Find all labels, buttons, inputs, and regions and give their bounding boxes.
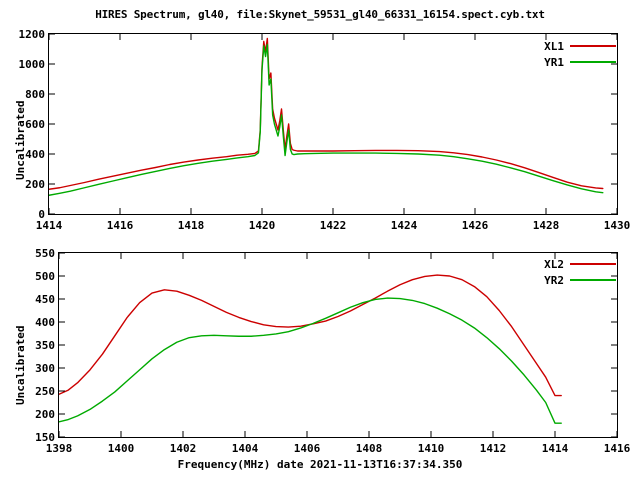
legend-item-xl1: XL1 (512, 38, 616, 54)
series-yr1 (49, 43, 604, 196)
top-y-axis-label: Uncalibrated (14, 100, 27, 180)
y-tick-label: 0 (38, 208, 45, 221)
series-xl1 (49, 37, 604, 190)
legend-label-xl1: XL1 (544, 39, 564, 53)
bottom-plot-canvas (59, 253, 617, 437)
top-legend: XL1 YR1 (512, 38, 616, 70)
x-axis-label: Frequency(MHz) date 2021-11-13T16:37:34.… (177, 458, 463, 471)
x-tick-label: 1410 (417, 442, 445, 455)
x-tick-label: 1430 (603, 219, 631, 232)
legend-item-yr2: YR2 (512, 272, 616, 288)
y-tick-label: 1000 (18, 58, 46, 71)
x-tick-label: 1414 (35, 219, 63, 232)
x-tick-label: 1404 (231, 442, 259, 455)
legend-label-yr2: YR2 (544, 273, 564, 287)
x-tick-label: 1398 (45, 442, 73, 455)
x-tick-label: 1400 (107, 442, 135, 455)
legend-swatch-xl2 (570, 263, 616, 265)
legend-label-xl2: XL2 (544, 257, 564, 271)
legend-swatch-yr2 (570, 279, 616, 281)
y-tick-label: 200 (25, 178, 45, 191)
legend-label-yr1: YR1 (544, 55, 564, 69)
series-yr2 (59, 297, 562, 424)
y-tick-label: 450 (35, 293, 55, 306)
series-xl2 (59, 274, 562, 397)
x-tick-label: 1422 (319, 219, 347, 232)
y-tick-label: 500 (35, 270, 55, 283)
x-tick-label: 1414 (541, 442, 569, 455)
bottom-legend: XL2 YR2 (512, 256, 616, 288)
x-tick-label: 1418 (177, 219, 205, 232)
x-tick-label: 1412 (479, 442, 507, 455)
y-tick-label: 250 (35, 385, 55, 398)
y-tick-label: 300 (35, 362, 55, 375)
tick-marks (49, 34, 617, 214)
top-plot-frame (48, 33, 618, 215)
y-tick-label: 550 (35, 247, 55, 260)
legend-item-xl2: XL2 (512, 256, 616, 272)
x-tick-label: 1408 (355, 442, 383, 455)
x-tick-label: 1416 (106, 219, 134, 232)
y-tick-label: 200 (35, 408, 55, 421)
x-tick-label: 1416 (603, 442, 631, 455)
x-tick-label: 1406 (293, 442, 321, 455)
y-tick-label: 150 (35, 431, 55, 444)
x-tick-label: 1426 (461, 219, 489, 232)
y-tick-label: 600 (25, 118, 45, 131)
y-tick-label: 1200 (18, 28, 46, 41)
legend-swatch-xl1 (570, 45, 616, 47)
tick-marks (59, 253, 617, 437)
x-tick-label: 1424 (390, 219, 418, 232)
legend-item-yr1: YR1 (512, 54, 616, 70)
x-tick-label: 1402 (169, 442, 197, 455)
x-tick-label: 1428 (532, 219, 560, 232)
top-plot-canvas (49, 34, 617, 214)
y-tick-label: 350 (35, 339, 55, 352)
y-tick-label: 800 (25, 88, 45, 101)
legend-swatch-yr1 (570, 61, 616, 63)
y-tick-label: 400 (25, 148, 45, 161)
y-tick-label: 400 (35, 316, 55, 329)
x-tick-label: 1420 (248, 219, 276, 232)
page-title: HIRES Spectrum, gl40, file:Skynet_59531_… (95, 8, 545, 21)
